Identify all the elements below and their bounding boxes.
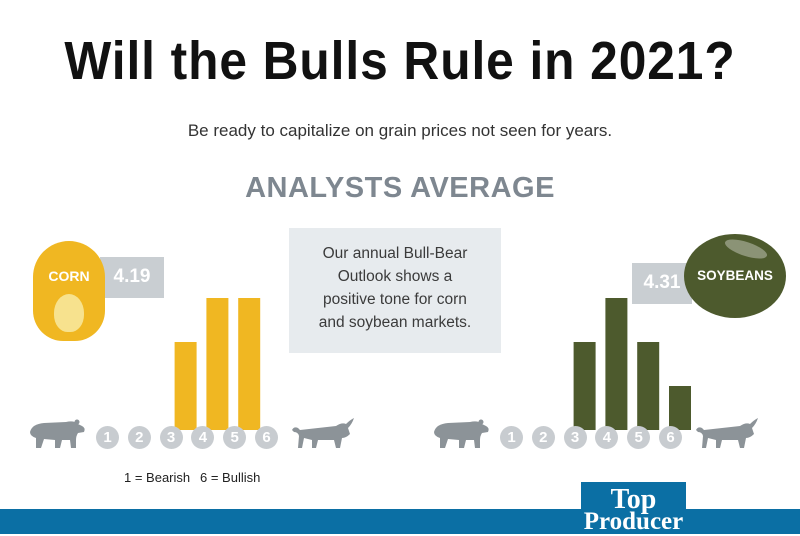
- soybeans-badge: SOYBEANS: [684, 234, 786, 318]
- legend-bullish: 6 = Bullish: [200, 470, 261, 485]
- logo-line2: Producer: [583, 508, 684, 535]
- top-producer-logo: Top Producer: [581, 482, 686, 535]
- soybeans-scale-4: 4: [595, 426, 619, 449]
- info-box: Our annual Bull-Bear Outlook shows a pos…: [289, 228, 501, 353]
- corn-bar-5: [238, 298, 261, 430]
- corn-bar-3: [174, 342, 197, 430]
- soybeans-scale-1: 1: [500, 426, 523, 449]
- soybeans-bar-4: [605, 298, 628, 430]
- bull-icon: [696, 418, 758, 448]
- bear-icon: [30, 419, 85, 448]
- corn-average-value: 4.19: [100, 257, 164, 298]
- page-subtitle: Be ready to capitalize on grain prices n…: [187, 121, 613, 140]
- section-title: ANALYSTS AVERAGE: [245, 172, 555, 204]
- soybeans-scale-6: 6: [659, 426, 682, 449]
- logo-line1: Top: [610, 484, 657, 515]
- info-line: Outlook shows a: [337, 268, 453, 285]
- soybeans-bar-3: [573, 342, 596, 430]
- soybeans-bar-chart: [573, 298, 691, 430]
- soybeans-average-value: 4.31: [632, 263, 692, 304]
- corn-scale-5: 5: [223, 426, 247, 449]
- corn-label: CORN: [48, 268, 90, 284]
- corn-badge: CORN: [33, 241, 105, 341]
- corn-scale-2: 2: [127, 426, 151, 449]
- soybeans-bar-5: [637, 342, 660, 430]
- soybeans-scale-3: 3: [563, 426, 587, 449]
- bull-icon: [292, 418, 354, 448]
- corn-bar-4: [206, 298, 229, 430]
- corn-scale-4: 4: [191, 426, 215, 449]
- corn-kernel-icon: [54, 294, 84, 332]
- info-line: and soybean markets.: [318, 314, 472, 331]
- bear-icon: [434, 419, 489, 448]
- page-title: Will the Bulls Rule in 2021?: [64, 31, 736, 91]
- corn-bar-chart: [174, 298, 261, 430]
- corn-scale-1: 1: [96, 426, 119, 449]
- soybeans-scale-2: 2: [531, 426, 555, 449]
- soybeans-bar-6: [669, 386, 691, 430]
- soybeans-label: SOYBEANS: [697, 268, 773, 283]
- corn-scale-3: 3: [159, 426, 183, 449]
- corn-scale-6: 6: [255, 426, 278, 449]
- info-line: positive tone for corn: [323, 291, 467, 308]
- legend-bearish: 1 = Bearish: [124, 470, 191, 485]
- soybeans-scale-5: 5: [627, 426, 651, 449]
- info-line: Our annual Bull-Bear: [322, 245, 468, 262]
- soybean-shine-icon: [722, 235, 770, 263]
